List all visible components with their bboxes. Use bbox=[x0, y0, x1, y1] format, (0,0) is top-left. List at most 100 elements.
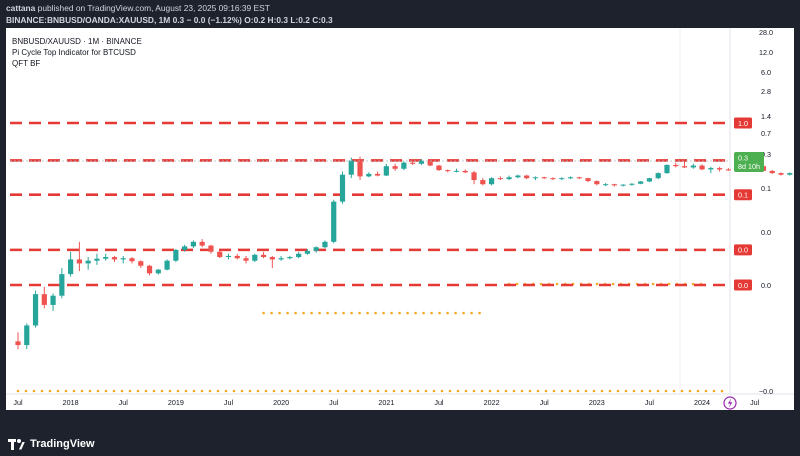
candle-body[interactable] bbox=[15, 341, 21, 346]
candle-body[interactable] bbox=[559, 178, 565, 180]
candle-body[interactable] bbox=[32, 294, 39, 326]
candle-body[interactable] bbox=[488, 178, 495, 185]
candle-body[interactable] bbox=[497, 178, 503, 180]
candle-body[interactable] bbox=[541, 177, 547, 179]
candle-body[interactable] bbox=[673, 164, 679, 167]
candle-body[interactable] bbox=[155, 269, 161, 274]
candle-body[interactable] bbox=[50, 295, 56, 305]
candlestick-chart[interactable]: 28.0 12.0 6.0 2.8 1.4 0.7 0.3 0.1 0.0 0.0 −0.0 Jul 2… bbox=[6, 28, 794, 410]
study-label[interactable]: QFT BF bbox=[12, 59, 41, 68]
candle-body[interactable] bbox=[357, 160, 363, 177]
candle-body[interactable] bbox=[532, 177, 539, 179]
candle-body[interactable] bbox=[366, 173, 372, 177]
candle-body[interactable] bbox=[68, 259, 74, 275]
candle-body[interactable] bbox=[146, 265, 153, 274]
candle-body[interactable] bbox=[173, 249, 179, 261]
author-name[interactable]: cattana bbox=[6, 3, 36, 13]
candle-body[interactable] bbox=[611, 184, 617, 186]
candle-body[interactable] bbox=[208, 245, 214, 252]
candle-body[interactable] bbox=[225, 255, 232, 258]
candle-body[interactable] bbox=[620, 184, 626, 186]
candle-body[interactable] bbox=[85, 260, 91, 264]
candle-body[interactable] bbox=[480, 180, 486, 185]
candle-body[interactable] bbox=[313, 247, 319, 251]
candle-body[interactable] bbox=[287, 257, 293, 259]
candle-body[interactable] bbox=[182, 246, 188, 250]
candle-body[interactable] bbox=[322, 241, 328, 248]
candle-body[interactable] bbox=[787, 173, 793, 175]
candle-body[interactable] bbox=[453, 170, 460, 172]
candle-body[interactable] bbox=[778, 173, 784, 175]
candle-body[interactable] bbox=[129, 258, 135, 262]
candle-body[interactable] bbox=[260, 254, 267, 258]
indicator-dot bbox=[16, 389, 20, 393]
candle-body[interactable] bbox=[717, 168, 723, 170]
candle-body[interactable] bbox=[199, 241, 205, 246]
candle-body[interactable] bbox=[769, 170, 775, 174]
candle-body[interactable] bbox=[664, 164, 670, 174]
level-price-tag bbox=[734, 189, 752, 201]
lightning-icon[interactable] bbox=[727, 398, 733, 408]
candle-body[interactable] bbox=[681, 166, 688, 168]
candle-body[interactable] bbox=[138, 261, 144, 266]
candle-body[interactable] bbox=[94, 258, 100, 261]
candle-body[interactable] bbox=[296, 253, 302, 258]
candle-body[interactable] bbox=[374, 173, 381, 176]
candle-body[interactable] bbox=[252, 254, 258, 261]
lightning-icon-ring[interactable] bbox=[723, 396, 737, 410]
candle-body[interactable] bbox=[708, 168, 714, 170]
candle-body[interactable] bbox=[585, 178, 591, 182]
candle-body[interactable] bbox=[111, 257, 118, 260]
candle-body[interactable] bbox=[348, 160, 354, 175]
candle-body[interactable] bbox=[436, 165, 442, 171]
candle-body[interactable] bbox=[629, 183, 635, 185]
candle-body[interactable] bbox=[725, 169, 731, 171]
tradingview-logo[interactable]: TradingView bbox=[8, 438, 95, 450]
candle-body[interactable] bbox=[655, 173, 661, 179]
candle-body[interactable] bbox=[646, 178, 653, 182]
indicator-dot bbox=[422, 311, 425, 315]
candle-body[interactable] bbox=[410, 162, 416, 164]
candle-body[interactable] bbox=[190, 241, 196, 247]
publish-info: cattana published on TradingView.com, Au… bbox=[6, 2, 270, 14]
candle-body[interactable] bbox=[383, 166, 389, 176]
indicator-dot bbox=[48, 389, 52, 393]
candle-body[interactable] bbox=[462, 170, 468, 173]
candle-body[interactable] bbox=[699, 165, 705, 170]
candle-body[interactable] bbox=[392, 166, 398, 169]
chart-area[interactable]: 28.0 12.0 6.0 2.8 1.4 0.7 0.3 0.1 0.0 0.0 −0.0 Jul 2… bbox=[6, 28, 794, 410]
candle-body[interactable] bbox=[602, 184, 609, 186]
candle-body[interactable] bbox=[550, 178, 556, 180]
indicator-dot bbox=[40, 389, 44, 393]
candle-body[interactable] bbox=[269, 257, 275, 260]
candle-body[interactable] bbox=[76, 259, 82, 264]
candle-body[interactable] bbox=[217, 251, 223, 258]
candle-body[interactable] bbox=[690, 165, 696, 168]
candle-body[interactable] bbox=[234, 255, 240, 259]
candle-body[interactable] bbox=[401, 162, 407, 169]
candle-body[interactable] bbox=[445, 170, 451, 172]
candle-body[interactable] bbox=[103, 257, 109, 259]
candle-body[interactable] bbox=[418, 160, 425, 164]
current-price-tag[interactable] bbox=[734, 152, 764, 173]
candle-body[interactable] bbox=[471, 172, 477, 181]
candle-body[interactable] bbox=[524, 175, 530, 179]
candle-body[interactable] bbox=[594, 181, 600, 185]
candle-body[interactable] bbox=[339, 174, 346, 202]
candle-body[interactable] bbox=[243, 258, 249, 261]
candle-body[interactable] bbox=[576, 177, 582, 179]
candle-body[interactable] bbox=[304, 250, 311, 254]
indicator-name[interactable]: Pi Cycle Top Indicator for BTCUSD bbox=[12, 48, 136, 57]
candle-body[interactable] bbox=[278, 258, 284, 260]
candle-body[interactable] bbox=[331, 201, 337, 242]
candle-body[interactable] bbox=[24, 325, 30, 346]
candle-body[interactable] bbox=[59, 274, 65, 296]
candle-body[interactable] bbox=[567, 177, 574, 179]
candle-body[interactable] bbox=[164, 260, 170, 270]
candle-body[interactable] bbox=[506, 177, 512, 180]
candle-body[interactable] bbox=[427, 160, 433, 166]
candle-body[interactable] bbox=[515, 175, 521, 178]
candle-body[interactable] bbox=[41, 294, 47, 305]
candle-body[interactable] bbox=[638, 181, 644, 184]
candle-body[interactable] bbox=[120, 258, 126, 260]
